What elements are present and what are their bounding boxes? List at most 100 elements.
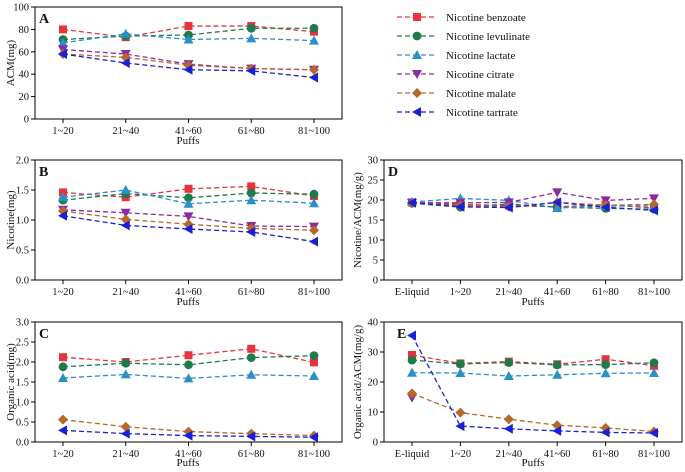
y-ticks: 0 5 10 15 20 25 30 <box>368 156 384 287</box>
marker-triangle-up <box>600 368 611 378</box>
legend-marker <box>412 31 422 41</box>
series-line <box>62 373 315 380</box>
marker-square <box>184 184 193 193</box>
marker-square <box>247 182 256 191</box>
series-layer <box>407 188 659 216</box>
marker-triangle-left <box>183 430 193 441</box>
y-tick-label: 40 <box>19 70 30 81</box>
marker-triangle-down <box>412 70 422 79</box>
x-tick-label: 81~100 <box>298 449 330 460</box>
marker-diamond <box>407 388 417 399</box>
marker-triangle-left <box>183 64 193 75</box>
marker-triangle-up <box>407 367 417 377</box>
marker-circle <box>184 360 193 370</box>
panel-a: A 0 20 40 60 80 100 1~20 21~40 41~60 61~80 81~100… <box>5 3 343 147</box>
y-tick-label: 5 <box>373 256 378 267</box>
marker-triangle-down <box>120 208 131 218</box>
series-line <box>411 372 655 377</box>
legend-label: Nicotine benzoate <box>446 12 526 24</box>
x-tick-label: 1~20 <box>450 287 471 298</box>
y-tick-label: 2.0 <box>16 156 29 167</box>
marker-triangle-left <box>552 197 562 208</box>
x-tick-label: 81~100 <box>638 287 670 298</box>
x-ticks: 1~20 21~40 41~60 61~80 81~100 <box>52 442 330 460</box>
x-axis-title: Puffs <box>521 457 544 469</box>
marker-circle <box>184 193 193 203</box>
y-tick-label: 3.0 <box>16 318 29 329</box>
panel-d: D 0 5 10 15 20 25 30 E-liquid 1~20 21~40 41~60 61~… <box>352 156 683 308</box>
panel-e: E 0 10 20 30 40 E-liquid 1~20 21~40 41~60 61~80 8… <box>352 318 683 469</box>
x-axis-title: Puffs <box>176 457 199 469</box>
y-tick-label: 30 <box>368 348 379 359</box>
marker-square <box>184 351 193 360</box>
x-tick-label: 21~40 <box>495 449 522 460</box>
y-tick-label: 0 <box>373 276 378 287</box>
marker-triangle-left <box>503 423 513 434</box>
marker-triangle-up <box>120 185 131 194</box>
panel-b: B 0.0 0.5 1.0 1.5 2.0 1~20 21~40 41~60 61~80 81~… <box>5 156 343 308</box>
legend-item: Nicotine benzoate <box>397 12 526 24</box>
series-line <box>62 429 315 438</box>
y-tick-label: 40 <box>368 318 379 329</box>
series-layer <box>407 330 659 438</box>
legend-label: Nicotine malate <box>446 88 516 100</box>
x-tick-label: 81~100 <box>638 449 670 460</box>
y-axis-title: Nicotine(mg) <box>5 190 17 250</box>
marker-triangle-left <box>246 431 256 442</box>
marker-triangle-up <box>455 368 466 377</box>
marker-triangle-left <box>120 58 130 68</box>
y-ticks: 0 20 40 60 80 100 <box>13 3 35 126</box>
y-tick-label: 2.5 <box>16 338 29 349</box>
legend-marker <box>412 50 422 59</box>
marker-circle <box>246 188 256 198</box>
y-ticks: 0.0 0.5 1.0 1.5 2.0 <box>16 156 35 287</box>
series-line <box>62 215 315 243</box>
x-tick-label: 21~40 <box>112 449 139 460</box>
panel-letter: B <box>39 165 48 180</box>
y-tick-label: 0.0 <box>16 438 29 449</box>
series-line <box>62 53 315 71</box>
marker-triangle-left <box>649 205 658 216</box>
marker-diamond <box>58 414 68 425</box>
marker-triangle-left <box>309 72 318 83</box>
marker-square <box>59 25 67 34</box>
panel-letter: E <box>397 327 406 342</box>
y-tick-label: 20 <box>368 378 379 389</box>
x-axis-title: Puffs <box>176 296 199 308</box>
marker-circle <box>121 358 131 368</box>
y-tick-label: 15 <box>368 216 379 227</box>
x-tick-label: 61~80 <box>238 126 265 137</box>
legend-label: Nicotine levulinate <box>446 31 530 43</box>
marker-triangle-left <box>407 330 416 341</box>
marker-square <box>413 13 421 21</box>
marker-triangle-left <box>455 421 465 432</box>
marker-circle <box>246 353 256 362</box>
marker-triangle-left <box>412 107 421 117</box>
legend-item: Nicotine levulinate <box>397 31 530 43</box>
y-tick-label: 1.0 <box>16 398 29 409</box>
marker-triangle-up <box>246 369 257 379</box>
marker-triangle-up <box>120 369 131 379</box>
y-tick-label: 10 <box>368 236 379 247</box>
series-line <box>62 348 315 364</box>
y-tick-label: 1.0 <box>16 216 29 227</box>
series-line <box>411 359 655 366</box>
marker-triangle-left <box>309 236 318 247</box>
y-tick-label: 25 <box>368 176 379 187</box>
marker-triangle-left <box>649 428 658 438</box>
marker-triangle-left <box>600 202 610 213</box>
marker-circle <box>309 351 319 360</box>
marker-circle <box>504 358 514 367</box>
legend-marker <box>412 88 422 98</box>
series-line <box>62 209 315 228</box>
x-axis-title: Puffs <box>521 296 544 308</box>
marker-triangle-up <box>246 195 257 205</box>
panel-c: C 0.0 0.5 1.0 1.5 2.0 2.5 3.0 1~20 21~40 41~60 61… <box>5 318 343 469</box>
marker-triangle-left <box>58 425 67 436</box>
marker-square <box>247 344 256 353</box>
x-tick-label: 61~80 <box>238 449 265 460</box>
marker-triangle-up <box>649 368 659 377</box>
y-tick-label: 0 <box>373 438 378 449</box>
marker-diamond <box>455 407 466 418</box>
marker-triangle-up <box>552 203 563 212</box>
